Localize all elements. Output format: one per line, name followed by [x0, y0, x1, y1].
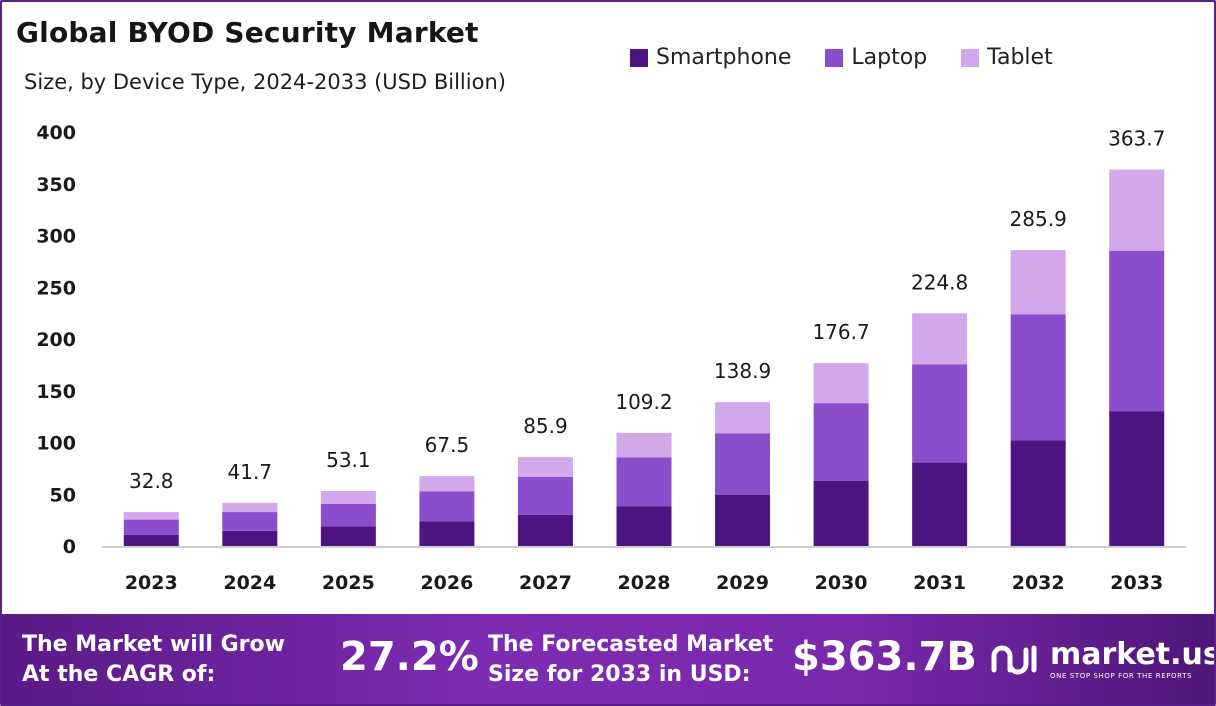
y-tick-label: 400	[36, 122, 76, 144]
bar-segment-smartphone	[222, 530, 278, 546]
bar-chart: 0 50 100 150 200 250 300 350 400 32.8 2023 41.7 2024…	[36, 122, 1186, 594]
chart-title: Global BYOD Security Market	[16, 16, 479, 49]
forecast-value: $363.7B	[792, 634, 977, 680]
total-data-label: 138.9	[714, 359, 771, 383]
x-tick-label: 2025	[322, 572, 375, 594]
legend-label-smartphone: Smartphone	[656, 45, 792, 70]
x-tick-label: 2029	[716, 572, 769, 594]
bar-segment-smartphone	[517, 514, 573, 546]
forecast-label-line-1: The Forecasted Market	[488, 632, 774, 657]
x-tick-label: 2030	[815, 572, 868, 594]
bar-segment-laptop	[419, 491, 475, 522]
y-tick-label: 200	[36, 329, 76, 351]
x-tick-label: 2026	[420, 572, 473, 594]
market-us-logo-icon	[991, 645, 1037, 675]
total-data-label: 85.9	[523, 414, 568, 438]
bar-segment-tablet	[1109, 169, 1165, 251]
forecast-label: The Forecasted Market Size for 2033 in U…	[488, 630, 773, 690]
footer-banner: The Market will Grow At the CAGR of: 27.…	[2, 614, 1216, 704]
bar-segment-laptop	[1010, 314, 1066, 441]
legend-item-laptop: Laptop	[825, 45, 927, 70]
bar-segment-laptop	[813, 403, 869, 481]
bar-segment-smartphone	[320, 526, 376, 546]
legend-swatch-tablet	[961, 48, 980, 67]
x-tick-label: 2031	[913, 572, 966, 594]
cagr-value: 27.2%	[340, 634, 479, 680]
y-tick-label: 250	[36, 277, 76, 299]
bar-segment-tablet	[1010, 250, 1066, 315]
y-tick-label: 100	[36, 433, 76, 455]
bar-segment-smartphone	[912, 462, 968, 546]
total-data-label: 363.7	[1108, 127, 1165, 151]
bar-segment-tablet	[419, 476, 475, 492]
bar-segment-tablet	[715, 402, 771, 434]
y-tick-label: 50	[50, 484, 76, 506]
y-tick-label: 0	[63, 536, 76, 558]
brand-tagline: ONE STOP SHOP FOR THE REPORTS	[1050, 672, 1193, 680]
total-data-label: 67.5	[425, 433, 470, 457]
x-tick-label: 2023	[125, 572, 178, 594]
bar-segment-smartphone	[419, 521, 475, 546]
total-data-label: 32.8	[129, 469, 174, 493]
total-data-label: 53.1	[326, 448, 371, 472]
bar-segment-tablet	[616, 432, 672, 458]
cagr-label-line-2: At the CAGR of:	[22, 662, 216, 687]
total-data-label: 176.7	[812, 320, 869, 344]
brand-name: market.us	[1050, 637, 1216, 672]
bar-segment-tablet	[123, 512, 179, 520]
bar-segment-smartphone	[616, 506, 672, 546]
total-data-label: 224.8	[911, 270, 968, 294]
cagr-label-line-1: The Market will Grow	[22, 632, 285, 657]
bar-segment-laptop	[1109, 250, 1165, 412]
x-tick-label: 2027	[519, 572, 572, 594]
brand-logo[interactable]: market.us ONE STOP SHOP FOR THE REPORTS	[990, 637, 1216, 681]
bar-segment-laptop	[123, 519, 179, 535]
bar-segment-smartphone	[813, 480, 869, 546]
y-tick-label: 350	[36, 174, 76, 196]
bar-segment-laptop	[517, 476, 573, 515]
cagr-label: The Market will Grow At the CAGR of:	[22, 630, 285, 690]
bar-segment-laptop	[616, 457, 672, 507]
total-data-label: 109.2	[615, 390, 672, 414]
legend-swatch-laptop	[825, 48, 844, 67]
forecast-label-line-2: Size for 2033 in USD:	[488, 662, 751, 687]
bar-segment-tablet	[320, 491, 376, 504]
bar-segment-laptop	[222, 512, 278, 531]
chart-subtitle: Size, by Device Type, 2024-2033 (USD Bil…	[24, 70, 506, 94]
bar-segment-laptop	[320, 503, 376, 527]
y-tick-label: 150	[36, 381, 76, 403]
legend: Smartphone Laptop Tablet	[630, 45, 1053, 70]
legend-label-laptop: Laptop	[851, 45, 928, 70]
bar-segment-tablet	[222, 502, 278, 513]
bar-segment-smartphone	[123, 534, 179, 546]
brand-text: market.us ONE STOP SHOP FOR THE REPORTS	[1050, 637, 1216, 681]
x-tick-label: 2032	[1012, 572, 1065, 594]
legend-label-tablet: Tablet	[987, 45, 1053, 70]
total-data-label: 285.9	[1010, 207, 1067, 231]
bar-segment-tablet	[517, 457, 573, 477]
bar-segment-smartphone	[715, 494, 771, 546]
legend-item-smartphone: Smartphone	[630, 45, 791, 70]
y-tick-label: 300	[36, 226, 76, 248]
x-tick-label: 2033	[1110, 572, 1163, 594]
x-tick-label: 2028	[618, 572, 671, 594]
legend-item-tablet: Tablet	[961, 45, 1053, 70]
bar-segment-tablet	[813, 363, 869, 404]
x-tick-label: 2024	[223, 572, 276, 594]
bar-segment-laptop	[912, 364, 968, 463]
legend-swatch-smartphone	[630, 48, 648, 67]
bar-segment-smartphone	[1109, 411, 1165, 546]
bar-segment-smartphone	[1010, 440, 1066, 546]
bar-segment-laptop	[715, 433, 771, 495]
bar-segment-tablet	[912, 313, 968, 365]
total-data-label: 41.7	[228, 460, 273, 484]
